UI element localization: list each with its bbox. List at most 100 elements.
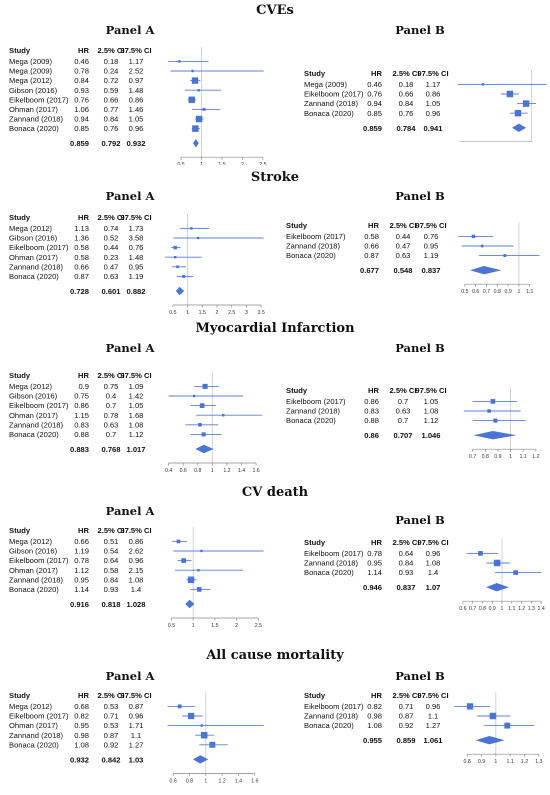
point-estimate <box>174 256 177 259</box>
summary-diamond <box>486 583 509 592</box>
point-estimate <box>181 558 187 563</box>
study-ci-high: 1.08 <box>424 407 439 416</box>
point-estimate <box>487 409 491 413</box>
study-hr: 0.88 <box>74 430 89 439</box>
summary-diamond <box>473 431 517 440</box>
study-ci-high: 1.4 <box>428 568 439 577</box>
study-ci-low: 0.78 <box>104 411 119 420</box>
study-hr: 1.12 <box>74 566 89 575</box>
study-ci-high: 1.05 <box>424 397 439 406</box>
header-ci-high: 97.5% CI <box>120 526 151 535</box>
study-ci-low: 0.87 <box>399 712 414 721</box>
x-tick-label: 1.5 <box>218 162 225 165</box>
header-study: Study <box>9 46 31 55</box>
study-name: Ohman (2017) <box>9 721 58 730</box>
study-name: Zannand (2018) <box>304 99 359 108</box>
header-hr: HR <box>78 213 89 222</box>
study-ci-low: 0.51 <box>104 537 119 546</box>
header-study: Study <box>9 213 31 222</box>
summary-hr: 0.86 <box>364 431 379 440</box>
x-tick-label: 0.5 <box>168 623 175 629</box>
x-tick-label: 0.5 <box>169 310 176 316</box>
study-name: Bonaca (2020) <box>9 740 59 749</box>
point-estimate <box>177 704 182 709</box>
x-tick-label: 0.4 <box>165 468 172 474</box>
study-name: Bonaca (2020) <box>286 251 336 260</box>
study-ci-low: 0.52 <box>104 234 119 243</box>
study-name: Eikelboom (2017) <box>9 95 69 104</box>
study-hr: 0.86 <box>74 401 89 410</box>
x-tick-label: 0.8 <box>482 454 489 460</box>
study-hr: 0.9 <box>78 382 89 391</box>
header-ci-low: 2.5% CI <box>389 221 416 230</box>
study-ci-low: 0.84 <box>399 99 414 108</box>
study-name: Gibson (2016) <box>9 234 58 243</box>
x-tick-label: 0.8 <box>494 289 501 295</box>
study-ci-low: 0.87 <box>104 731 119 740</box>
study-ci-high: 2.62 <box>129 547 144 556</box>
summary-ci-low: 0.601 <box>101 287 121 296</box>
x-tick-label: 1 <box>509 454 512 460</box>
study-name: Mega (2012) <box>9 76 53 85</box>
x-tick-label: 1.4 <box>538 606 545 612</box>
summary-ci-high: 1.061 <box>423 736 443 745</box>
point-estimate <box>222 413 225 417</box>
point-estimate <box>481 83 485 86</box>
header-ci-low: 2.5% CI <box>97 371 124 380</box>
study-hr: 0.82 <box>74 712 89 721</box>
study-ci-high: 1.08 <box>129 420 144 429</box>
study-ci-high: 1.08 <box>426 559 441 568</box>
study-ci-high: 0.96 <box>426 702 441 711</box>
x-tick-label: 0.8 <box>479 606 486 612</box>
study-name: Eikelboom (2017) <box>9 556 69 565</box>
x-tick-label: 1.1 <box>520 454 527 460</box>
study-ci-low: 0.47 <box>104 262 119 271</box>
study-hr: 0.58 <box>74 253 89 262</box>
study-hr: 0.93 <box>74 86 89 95</box>
summary-hr: 0.916 <box>70 600 89 609</box>
summary-ci-low: 0.548 <box>393 266 412 275</box>
study-ci-low: 0.47 <box>396 242 411 251</box>
study-ci-high: 1.68 <box>129 411 144 420</box>
study-ci-high: 0.96 <box>426 549 441 558</box>
study-ci-low: 0.74 <box>104 224 119 233</box>
x-tick-label: 1.1 <box>526 289 533 295</box>
study-name: Eikelboom (2017) <box>286 232 346 241</box>
header-hr: HR <box>371 69 382 78</box>
point-estimate <box>187 712 195 720</box>
study-ci-low: 0.84 <box>399 559 414 568</box>
study-name: Zannand (2018) <box>304 712 359 721</box>
study-ci-low: 0.58 <box>104 566 119 575</box>
summary-ci-high: 1.07 <box>426 583 441 592</box>
x-tick-label: 0.9 <box>489 606 496 612</box>
study-ci-high: 1.09 <box>129 382 144 391</box>
summary-ci-low: 0.818 <box>101 600 120 609</box>
panel-a-title-stroke: Panel A <box>105 189 155 203</box>
header-hr: HR <box>371 538 382 547</box>
x-tick-label: 0.8 <box>464 759 471 765</box>
header-hr: HR <box>371 691 382 700</box>
study-hr: 0.95 <box>74 721 89 730</box>
header-hr: HR <box>78 691 89 700</box>
study-ci-high: 2.15 <box>129 566 144 575</box>
x-tick-label: 1.6 <box>251 778 258 784</box>
point-estimate <box>190 227 193 230</box>
study-hr: 0.85 <box>74 124 89 133</box>
panel-b-title-stroke: Panel B <box>395 189 445 203</box>
study-hr: 0.46 <box>367 80 382 89</box>
summary-ci-low: 0.792 <box>101 139 120 148</box>
x-tick-label: 0.6 <box>170 778 177 784</box>
study-hr: 0.66 <box>364 242 379 251</box>
point-estimate <box>188 96 195 104</box>
study-hr: 0.88 <box>364 416 379 425</box>
header-ci-high: 97.5% CI <box>417 691 448 700</box>
header-ci-low: 2.5% CI <box>97 46 124 55</box>
study-ci-high: 1.05 <box>426 99 441 108</box>
point-estimate <box>493 559 501 567</box>
study-ci-low: 0.76 <box>104 124 119 133</box>
study-ci-high: 0.87 <box>129 702 144 711</box>
x-tick-label: 3.5 <box>258 310 265 316</box>
